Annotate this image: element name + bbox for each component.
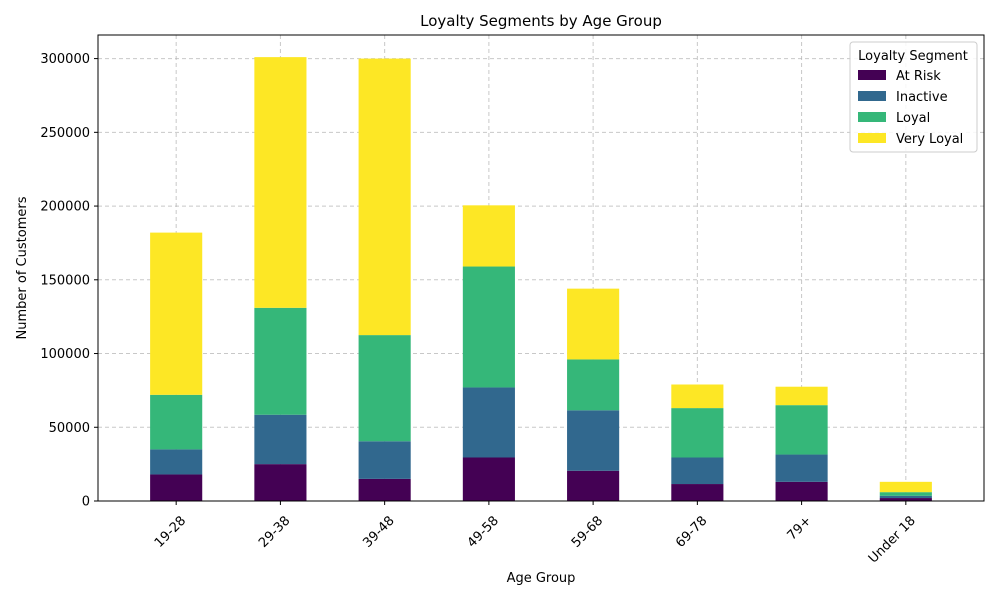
bar-segment [567,470,620,501]
bar-segment [462,457,515,501]
y-tick-label: 100000 [40,347,90,362]
bar-segment [462,266,515,388]
chart-title: Loyalty Segments by Age Group [420,12,662,30]
bar-segment [462,387,515,458]
bar-segment [254,414,307,465]
y-tick-label: 200000 [40,200,90,215]
bars [150,57,932,501]
y-tick-label: 50000 [49,421,90,436]
legend-label: At Risk [896,69,941,84]
bar-segment [567,410,620,471]
bar-segment [671,457,724,485]
bar-segment [358,335,411,442]
x-axis-ticks: 19-28 29-38 39-48 49-58 59-68 69-78 79+ Under 1… [152,501,919,566]
legend-swatch [858,91,886,101]
x-tick-label: 69-78 [673,513,710,550]
x-tick-label: 79+ [785,513,815,543]
legend-box [849,41,978,153]
bar-segment [775,481,828,501]
y-tick-label: 250000 [40,126,90,141]
bar-segment [150,394,203,450]
bar-segment [150,474,203,501]
bar-segment [879,481,932,493]
y-tick-label: 300000 [40,52,90,67]
bar-segment [150,449,203,475]
bar-segment [775,405,828,455]
bar-segment [254,57,307,308]
legend-title: Loyalty Segment [858,49,968,64]
bar-segment [358,441,411,479]
bar-segment [671,484,724,501]
x-tick-label: 59-68 [569,513,606,550]
bar-segment [462,205,515,267]
y-axis-label: Number of Customers [15,196,30,339]
y-tick-label: 0 [82,495,90,510]
bar-segment [671,384,724,409]
bar-segment [567,359,620,411]
legend-swatch [858,133,886,143]
bar-segment [879,498,932,501]
y-axis-ticks: 0 50000 100000 150000 200000 250000 300000 [40,52,98,510]
legend-label: Loyal [896,111,930,126]
bar-segment [879,492,932,496]
bar-segment [150,232,203,395]
bar-segment [254,307,307,415]
legend-label: Very Loyal [896,132,963,147]
bar-segment [567,288,620,360]
bar-segment [671,408,724,458]
legend-swatch [858,70,886,80]
bar-segment [879,495,932,499]
bar-segment [358,478,411,501]
x-tick-label: 49-58 [465,513,502,550]
y-tick-label: 150000 [40,273,90,288]
legend-swatch [858,112,886,122]
bar-segment [254,464,307,501]
bar-segment [358,58,411,336]
legend: Loyalty Segment At Risk Inactive Loyal Very… [849,41,978,153]
legend-label: Inactive [896,90,948,105]
x-tick-label: Under 18 [866,513,919,566]
x-tick-label: 29-38 [256,513,293,550]
plot-frame [97,34,985,502]
x-tick-label: 19-28 [152,513,189,550]
bar-segment [775,386,828,406]
x-axis-label: Age Group [507,571,576,586]
x-tick-label: 39-48 [360,513,397,550]
bar-segment [775,454,828,482]
